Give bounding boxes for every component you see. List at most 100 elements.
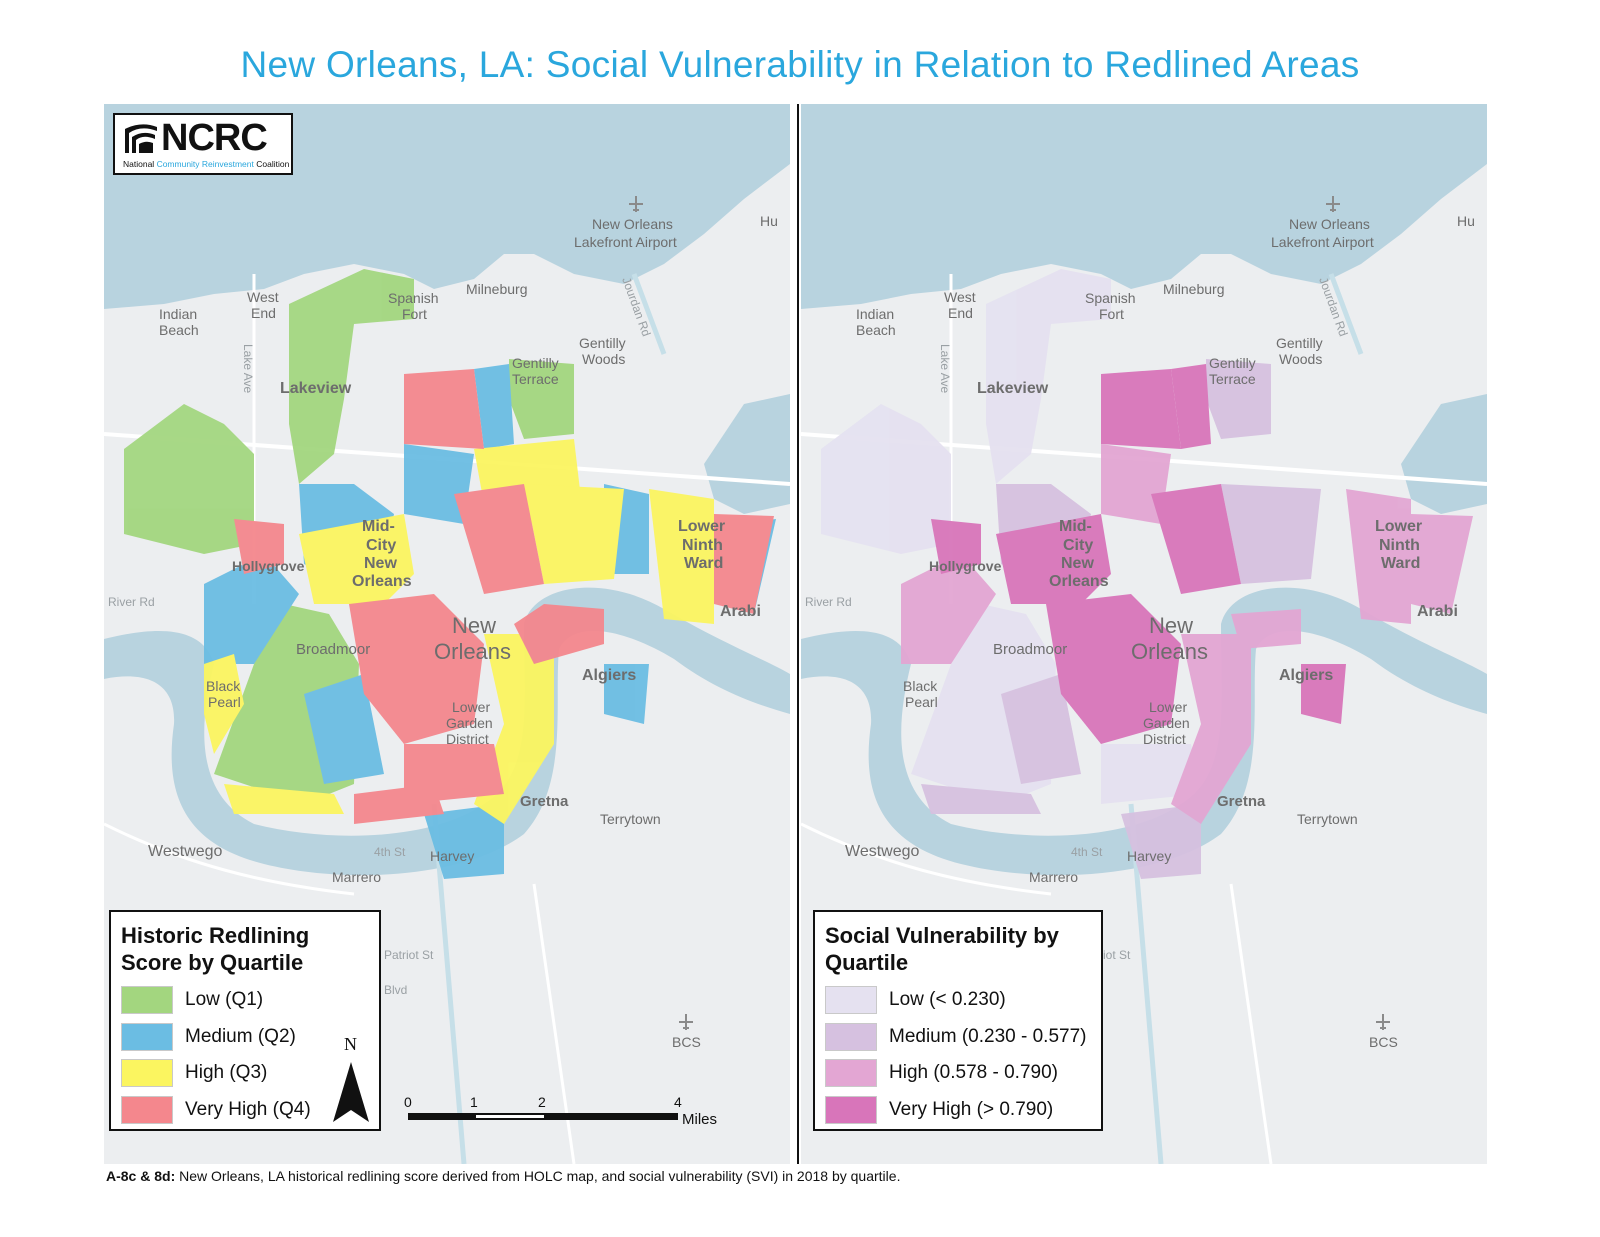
label-lower2: Lower (1149, 699, 1187, 715)
svi-map: New Orleans Lakefront Airport Hu Indian … (801, 104, 1487, 1164)
legend-swatch (121, 1096, 173, 1124)
airport-icon (1376, 1014, 1390, 1030)
label-gentilly2: Gentilly (1209, 355, 1256, 371)
label-arabi: Arabi (1417, 603, 1458, 620)
road-blvd: Blvd (384, 983, 407, 997)
label-woods: Woods (1279, 351, 1322, 367)
label-terrace: Terrace (512, 371, 559, 387)
label-airport2: Lakefront Airport (1271, 234, 1374, 250)
label-garden: Garden (1143, 715, 1190, 731)
caption-bold: A-8c & 8d: (106, 1168, 176, 1184)
zone-low (986, 269, 1111, 484)
label-pearl: Pearl (905, 694, 938, 710)
place-labels: New Orleans Lakefront Airport Hu Indian … (108, 213, 778, 1050)
label-west: West (247, 289, 279, 305)
legend-label: Low (< 0.230) (889, 989, 1006, 1010)
label-marrero: Marrero (1029, 869, 1078, 885)
label-westwego: Westwego (845, 843, 920, 860)
panel-divider (797, 104, 799, 1164)
zone-q2 (304, 674, 384, 784)
place-labels: New Orleans Lakefront Airport Hu Indian … (805, 213, 1475, 1050)
label-lakeview: Lakeview (977, 380, 1049, 397)
label-orleans-big: Orleans (434, 639, 511, 664)
legend-swatch (121, 1023, 173, 1051)
redlining-map-panel[interactable]: New Orleans Lakefront Airport Hu Indian … (104, 104, 790, 1164)
label-ninth: Ninth (682, 537, 723, 554)
label-algiers: Algiers (1279, 667, 1333, 684)
road-4th-st: 4th St (1071, 845, 1103, 859)
legend-swatch (825, 1059, 877, 1087)
label-fort: Fort (402, 306, 427, 322)
label-lakeview: Lakeview (280, 380, 352, 397)
scale-bar: 0 1 2 4 Miles (404, 1094, 734, 1134)
zone-q3 (204, 654, 244, 754)
label-gentilly2: Gentilly (512, 355, 559, 371)
zone-q4 (404, 369, 484, 449)
label-spanish: Spanish (388, 290, 439, 306)
zone-q2 (404, 444, 474, 524)
legend-label: Medium (0.230 - 0.577) (889, 1026, 1087, 1047)
label-pearl: Pearl (208, 694, 241, 710)
label-gretna: Gretna (520, 793, 569, 810)
label-harvey: Harvey (430, 848, 474, 864)
label-indian: Indian (856, 306, 894, 322)
zone-q2 (474, 364, 514, 449)
label-terrace: Terrace (1209, 371, 1256, 387)
ncrc-logo: NCRC National Community Reinvestment Coa… (113, 113, 293, 175)
road-river-rd: River Rd (108, 595, 155, 609)
label-broadmoor: Broadmoor (993, 641, 1067, 658)
ncrc-logo-mark-icon (125, 124, 157, 153)
svi-legend-title: Social Vulnerability by Quartile (825, 923, 1059, 975)
legend-label: High (Q3) (185, 1062, 268, 1083)
label-spanish: Spanish (1085, 290, 1136, 306)
label-new-big: New (1149, 613, 1193, 638)
label-bcs: BCS (1369, 1034, 1398, 1050)
zone-q4 (454, 484, 544, 594)
label-broadmoor: Broadmoor (296, 641, 370, 658)
zone-veryhigh (1301, 664, 1346, 724)
label-westwego: Westwego (148, 843, 223, 860)
label-indian: Indian (159, 306, 197, 322)
svi-map-panel[interactable]: New Orleans Lakefront Airport Hu Indian … (801, 104, 1487, 1164)
zone-veryhigh (1151, 484, 1241, 594)
legend-label: Medium (Q2) (185, 1026, 296, 1047)
legend-swatch (825, 1096, 877, 1124)
label-algiers: Algiers (582, 667, 636, 684)
map-title: New Orleans, LA: Social Vulnerability in… (240, 44, 1360, 85)
label-west: West (944, 289, 976, 305)
label-end: End (948, 305, 973, 321)
road-lake-ave: Lake Ave (241, 344, 255, 393)
label-mid: Mid- (362, 518, 395, 535)
label-terrytown: Terrytown (1297, 811, 1358, 827)
label-new: New (1061, 555, 1094, 572)
zone-q4 (234, 519, 284, 574)
label-ward: Ward (1381, 555, 1420, 572)
label-orleans: Orleans (352, 573, 412, 590)
label-orleans: Orleans (1049, 573, 1109, 590)
scale-unit: Miles (682, 1111, 717, 1128)
zone-high (1231, 609, 1301, 649)
label-milneburg: Milneburg (1163, 281, 1224, 297)
svi-legend: Social Vulnerability by Quartile Low (< … (813, 910, 1103, 1131)
label-airport2: Lakefront Airport (574, 234, 677, 250)
label-black: Black (903, 678, 938, 694)
scale-tick-2: 2 (538, 1094, 546, 1110)
zone-q2 (204, 554, 299, 664)
label-city: City (366, 537, 396, 554)
zone-high (1411, 514, 1473, 614)
zone-q4 (514, 604, 604, 664)
road-patriot-st: Patriot St (384, 948, 434, 962)
zone-q3 (224, 784, 344, 814)
legend-label: Low (Q1) (185, 989, 264, 1010)
zone-q1 (289, 269, 414, 484)
legend-label: High (0.578 - 0.790) (889, 1062, 1058, 1083)
label-arabi: Arabi (720, 603, 761, 620)
label-gretna: Gretna (1217, 793, 1266, 810)
label-milneburg: Milneburg (466, 281, 527, 297)
zone-medium (921, 784, 1041, 814)
label-fort: Fort (1099, 306, 1124, 322)
north-label: N (344, 1034, 357, 1054)
label-mid: Mid- (1059, 518, 1092, 535)
zone-q2 (424, 804, 504, 879)
label-beach: Beach (159, 322, 199, 338)
